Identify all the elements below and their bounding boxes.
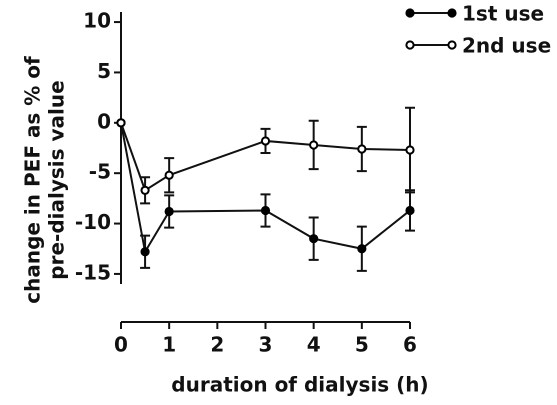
y-tick-label: 5 <box>97 59 111 83</box>
y-tick-label: 0 <box>97 109 111 133</box>
x-tick-label: 2 <box>210 333 224 357</box>
y-axis-label: pre-dialysis value <box>45 80 69 279</box>
data-point <box>405 145 415 155</box>
legend-marker <box>447 8 457 18</box>
data-point <box>140 247 150 257</box>
x-tick-label: 3 <box>259 333 273 357</box>
x-tick-label: 1 <box>162 333 176 357</box>
data-point <box>357 144 367 154</box>
y-tick-label: -15 <box>75 260 111 284</box>
y-axis-label: change in PEF as % of <box>21 56 45 304</box>
y-tick-label: 10 <box>83 9 111 33</box>
x-tick-label: 6 <box>403 333 417 357</box>
data-point <box>260 136 271 146</box>
data-point <box>309 140 319 150</box>
data-point <box>309 234 319 244</box>
data-point <box>357 244 367 254</box>
legend-label: 2nd use <box>462 34 551 58</box>
x-tick-label: 5 <box>355 333 369 357</box>
data-point <box>164 206 174 217</box>
data-point <box>116 118 126 128</box>
data-point <box>140 185 150 195</box>
x-axis-label: duration of dialysis (h) <box>171 373 428 397</box>
y-tick-label: -5 <box>89 160 111 184</box>
legend-marker <box>447 40 457 50</box>
y-tick-label: -10 <box>75 210 111 234</box>
data-point <box>164 170 174 180</box>
data-point <box>260 205 271 216</box>
x-tick-label: 0 <box>114 333 128 357</box>
legend-label: 1st use <box>462 2 544 26</box>
legend-marker <box>405 8 415 18</box>
legend-marker <box>405 40 415 50</box>
x-tick-label: 4 <box>307 333 321 357</box>
data-point <box>405 205 415 216</box>
